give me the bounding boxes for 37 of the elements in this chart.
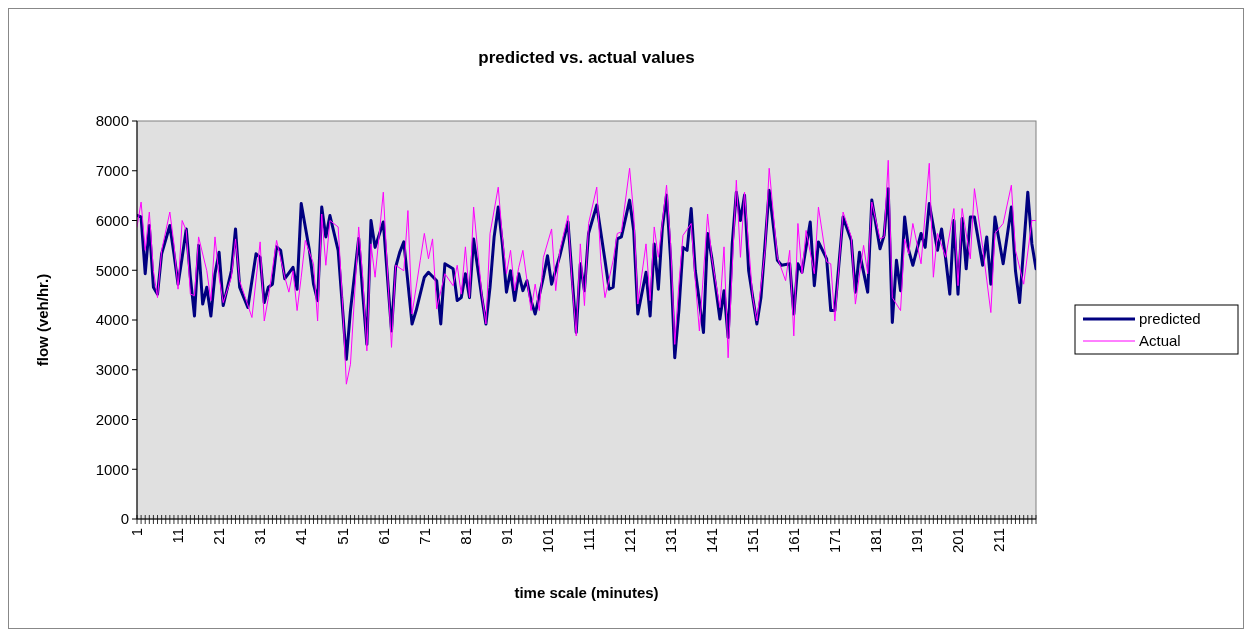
- x-tick-label: 111: [579, 528, 597, 551]
- x-tick-label: 71: [415, 528, 433, 545]
- x-tick-label: 171: [826, 528, 844, 554]
- chart-title: predicted vs. actual values: [478, 48, 695, 67]
- x-tick-label: 41: [292, 528, 310, 545]
- x-tick-label: 11: [169, 528, 187, 544]
- x-tick-label: 151: [744, 528, 761, 554]
- x-tick-label: 51: [333, 528, 351, 545]
- y-tick-label: 5000: [95, 261, 129, 279]
- x-tick-label: 141: [702, 528, 720, 554]
- y-axis-title: flow (veh/hr.): [34, 273, 51, 367]
- x-tick-label: 81: [456, 528, 474, 545]
- x-tick-label: 1: [128, 528, 146, 537]
- legend-label: predicted: [1139, 310, 1201, 328]
- x-tick-label: 91: [497, 528, 515, 545]
- x-tick-label: 181: [867, 528, 885, 554]
- x-tick-label: 31: [251, 528, 269, 545]
- y-tick-label: 2000: [95, 410, 129, 428]
- x-tick-label: 211: [990, 528, 1008, 552]
- x-tick-label: 201: [949, 528, 967, 554]
- x-tick-label: 191: [908, 528, 926, 554]
- y-tick-label: 8000: [95, 112, 129, 130]
- x-tick-label: 61: [374, 528, 392, 545]
- x-tick-label: 121: [620, 528, 638, 554]
- x-tick-label: 101: [538, 528, 556, 554]
- x-tick-label: 21: [210, 528, 228, 545]
- y-tick-label: 7000: [95, 162, 129, 179]
- y-tick-label: 3000: [95, 361, 129, 378]
- y-tick-label: 4000: [95, 311, 129, 329]
- x-axis-title: time scale (minutes): [514, 584, 659, 601]
- x-tick-label: 161: [785, 528, 803, 554]
- legend-label: Actual: [1139, 332, 1181, 350]
- y-tick-label: 0: [120, 510, 129, 528]
- y-tick-label: 1000: [95, 460, 129, 478]
- line-series: [137, 159, 1036, 385]
- x-tick-label: 131: [661, 528, 679, 554]
- y-tick-label: 6000: [95, 211, 129, 229]
